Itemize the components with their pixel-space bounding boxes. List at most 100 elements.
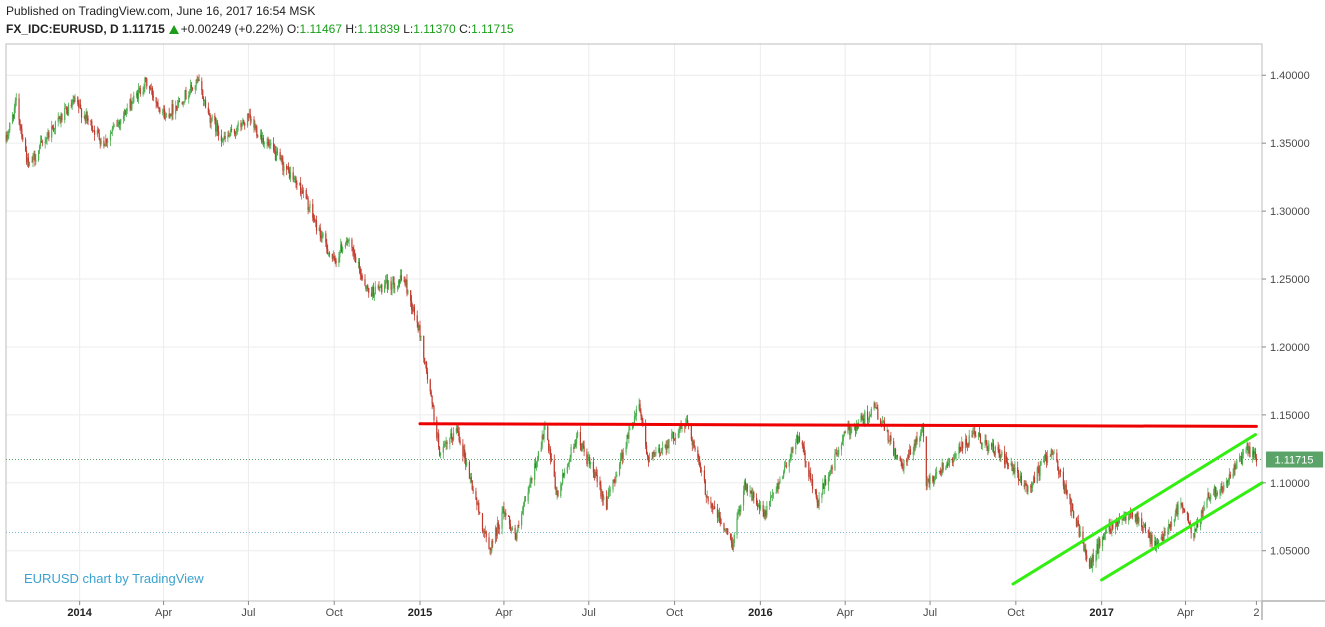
candle-body-201 xyxy=(267,142,269,144)
candle-466 xyxy=(613,479,615,484)
candle-body-738 xyxy=(967,445,969,447)
candle-855 xyxy=(1121,518,1123,526)
drawings-layer[interactable] xyxy=(418,422,1264,586)
candle-352 xyxy=(464,444,466,464)
candle-body-75 xyxy=(103,140,105,146)
candle-body-252 xyxy=(333,255,335,259)
candle-289 xyxy=(381,283,383,295)
candle-body-949 xyxy=(1242,452,1244,454)
candle-body-116 xyxy=(156,102,158,104)
candle-body-672 xyxy=(881,421,884,423)
candle-798 xyxy=(1046,452,1048,468)
candle-99 xyxy=(133,91,135,104)
candle-695 xyxy=(912,446,914,461)
candle-body-188 xyxy=(249,114,251,121)
candle-body-300 xyxy=(397,285,399,289)
candle-body-164 xyxy=(217,131,220,136)
candle-body-783 xyxy=(1026,485,1028,492)
candle-body-83 xyxy=(112,125,114,129)
candle-582 xyxy=(764,505,766,521)
candle-body-93 xyxy=(125,110,127,115)
candle-903 xyxy=(1183,507,1185,514)
candle-730 xyxy=(958,443,960,459)
candle-0 xyxy=(5,131,7,144)
candle-body-30 xyxy=(44,142,46,144)
candle-346 xyxy=(456,425,458,433)
candle-body-753 xyxy=(987,447,989,451)
candle-body-101 xyxy=(136,93,139,100)
price-axis[interactable]: 1.400001.350001.300001.250001.200001.150… xyxy=(1262,70,1310,558)
candle-body-133 xyxy=(177,100,180,106)
candle-body-697 xyxy=(914,443,916,447)
candle-body-178 xyxy=(236,125,238,133)
candle-360 xyxy=(475,487,477,500)
close-label: C: xyxy=(459,22,472,36)
candle-106 xyxy=(143,83,145,95)
candle-body-633 xyxy=(830,466,832,473)
candle-body-308 xyxy=(406,279,408,294)
candle-30 xyxy=(44,136,46,149)
candle-body-255 xyxy=(338,257,340,264)
candle-595 xyxy=(782,475,784,480)
candle-50 xyxy=(70,99,72,109)
candle-body-195 xyxy=(259,134,262,137)
candle-130 xyxy=(175,100,177,120)
candle-636 xyxy=(835,449,837,455)
candle-103 xyxy=(138,85,140,93)
candle-86 xyxy=(117,118,119,128)
candle-498 xyxy=(654,452,656,458)
candle-body-11 xyxy=(19,119,21,126)
candle-body-850 xyxy=(1115,521,1117,529)
candle-body-786 xyxy=(1031,486,1033,488)
candle-589 xyxy=(772,492,775,499)
candle-875 xyxy=(1147,529,1149,538)
candle-body-309 xyxy=(407,290,409,294)
candle-839 xyxy=(1099,537,1101,549)
candle-body-250 xyxy=(331,253,333,259)
candle-body-419 xyxy=(550,458,553,461)
x-tick-label-6: Jul xyxy=(582,607,596,619)
candle-305 xyxy=(403,276,405,283)
candle-body-76 xyxy=(104,145,106,147)
candle-body-189 xyxy=(250,119,252,121)
candle-401 xyxy=(528,484,530,495)
candle-body-641 xyxy=(841,440,844,445)
candle-body-156 xyxy=(208,112,210,116)
candle-body-407 xyxy=(535,461,538,468)
candle-body-53 xyxy=(73,99,75,103)
candle-754 xyxy=(988,440,990,454)
candle-body-202 xyxy=(268,143,270,146)
candle-body-390 xyxy=(514,527,516,535)
candle-222 xyxy=(294,175,296,184)
candle-365 xyxy=(481,513,484,534)
candle-316 xyxy=(417,321,419,333)
candle-938 xyxy=(1228,468,1230,486)
candle-body-801 xyxy=(1050,449,1052,457)
candle-216 xyxy=(286,166,289,170)
candle-687 xyxy=(901,458,903,469)
candle-153 xyxy=(204,99,206,106)
candle-127 xyxy=(170,113,172,117)
candle-body-360 xyxy=(475,491,477,500)
candle-233 xyxy=(308,206,310,212)
candle-238 xyxy=(314,218,317,228)
candle-body-321 xyxy=(424,357,426,364)
symbol-label[interactable]: FX_IDC:EURUSD, D xyxy=(6,22,119,36)
candle-body-787 xyxy=(1032,483,1034,488)
candle-body-844 xyxy=(1105,530,1107,534)
candle-body-147 xyxy=(196,79,198,81)
candle-body-537 xyxy=(705,494,707,498)
candle-body-418 xyxy=(549,448,552,459)
candle-body-937 xyxy=(1227,480,1230,483)
time-axis[interactable]: 2014 Apr Jul Oct 2015 Apr Jul Oct 2016 Apr Jul Oct 2… xyxy=(67,601,1259,619)
watermark[interactable]: EURUSD chart by TradingView xyxy=(24,571,204,586)
candle-469 xyxy=(616,471,618,478)
candle-body-184 xyxy=(244,122,246,126)
candle-body-157 xyxy=(209,115,211,124)
candle-body-852 xyxy=(1116,521,1119,526)
candle-body-401 xyxy=(528,486,530,493)
candle-114 xyxy=(152,90,154,102)
candle-body-487 xyxy=(640,412,642,416)
candle-49 xyxy=(67,102,70,117)
